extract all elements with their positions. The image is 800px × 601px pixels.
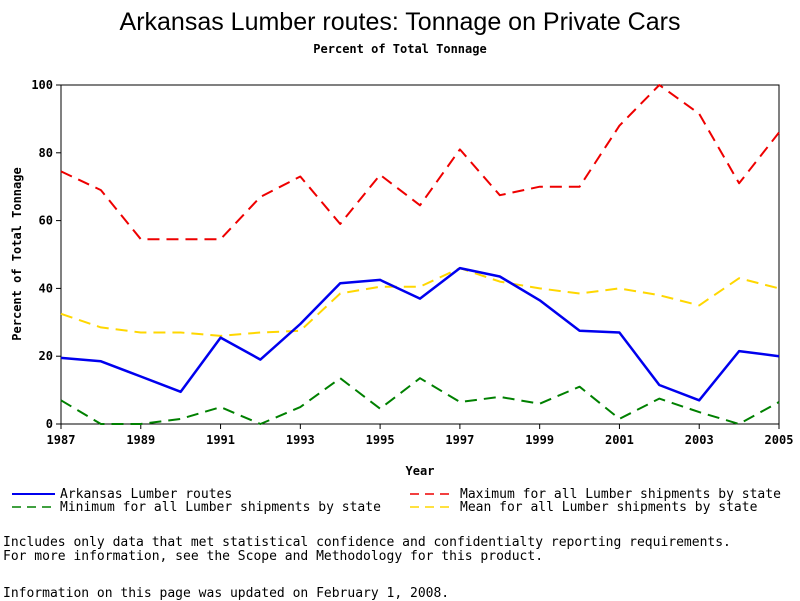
x-tick-label: 1987: [47, 433, 76, 447]
series-line-0: [60, 266, 780, 402]
x-tick-label: 2003: [685, 433, 714, 447]
x-tick-label: 1993: [286, 433, 315, 447]
legend-label-maximum: Maximum for all Lumber shipments by stat…: [460, 487, 781, 502]
y-tick-label: 80: [39, 146, 53, 160]
y-tick-label: 60: [39, 214, 53, 228]
x-tick-label: 1995: [366, 433, 395, 447]
footnote-methodology: For more information, see the Scope and …: [3, 549, 544, 564]
footnote-updated: Information on this page was updated on …: [3, 586, 450, 601]
x-tick-label: 2005: [765, 433, 794, 447]
x-tick-label: 1991: [206, 433, 235, 447]
x-tick-label: 2001: [605, 433, 634, 447]
chart-title: Arkansas Lumber routes: Tonnage on Priva…: [120, 8, 681, 36]
y-tick-label: 20: [39, 349, 53, 363]
y-tick-label: 100: [31, 78, 53, 92]
legend-label-arkansas: Arkansas Lumber routes: [60, 487, 232, 502]
y-tick-label: 0: [46, 417, 53, 431]
series-line-3: [60, 267, 780, 337]
series-line-1: [60, 84, 780, 241]
x-axis-title: Year: [406, 464, 435, 478]
footnote-confidentiality: Includes only data that met statistical …: [3, 535, 731, 550]
y-tick-label: 40: [39, 281, 53, 295]
legend-label-minimum: Minimum for all Lumber shipments by stat…: [60, 500, 381, 515]
y-axis: 0 20 40 60 80 100: [31, 78, 61, 431]
plot-frame: [60, 84, 780, 425]
chart-subtitle: Percent of Total Tonnage: [313, 42, 486, 56]
x-tick-label: 1989: [126, 433, 155, 447]
series-lines: [60, 84, 780, 425]
y-axis-title: Percent of Total Tonnage: [10, 167, 24, 340]
x-axis: 1987 1989 1991 1993 1995 1997 1999 2001 2003 2005: [47, 424, 794, 447]
series-line-2: [60, 377, 780, 425]
legend-label-mean: Mean for all Lumber shipments by state: [460, 500, 758, 515]
x-tick-label: 1997: [445, 433, 474, 447]
legend: Arkansas Lumber routes Maximum for all L…: [12, 487, 781, 515]
x-tick-label: 1999: [525, 433, 554, 447]
